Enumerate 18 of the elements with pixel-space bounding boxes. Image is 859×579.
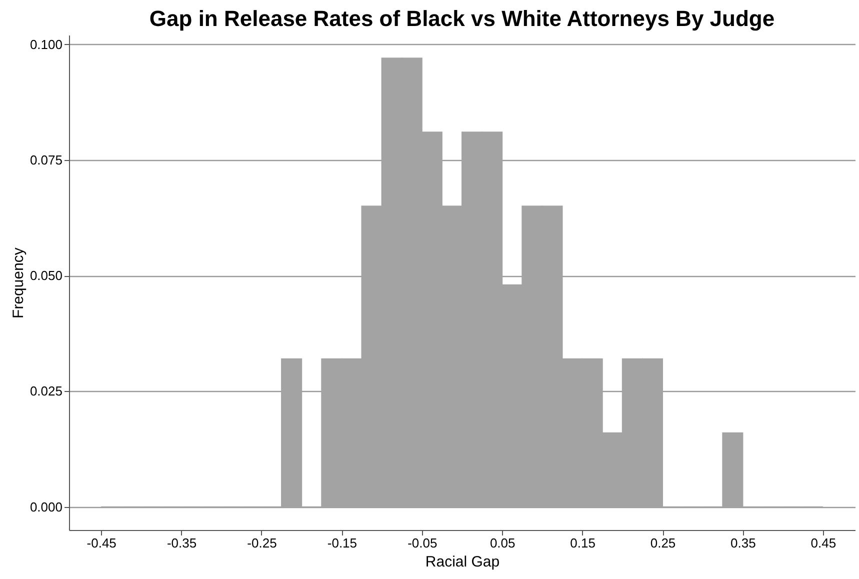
x-tick-label: -0.45	[86, 536, 116, 550]
y-tick-label: 0.100	[30, 36, 62, 52]
x-tick-label: 0.45	[810, 536, 836, 550]
y-tick-label: 0.075	[30, 152, 62, 168]
y-tick-label: 0.050	[30, 268, 62, 284]
x-tick-label: 0.35	[730, 536, 756, 550]
x-tick-label: -0.25	[247, 536, 277, 550]
y-tick-label: 0.000	[30, 499, 62, 514]
y-axis-title: Frequency	[10, 247, 27, 318]
chart-title: Gap in Release Rates of Black vs White Attorneys By Judge	[149, 6, 775, 31]
x-tick-label: 0.05	[490, 536, 516, 550]
x-tick-label: 0.25	[650, 536, 676, 550]
y-tick-label: 0.025	[30, 384, 62, 399]
x-axis-title: Racial Gap	[425, 554, 500, 570]
x-tick-label: -0.05	[408, 536, 438, 550]
x-tick-label: 0.15	[570, 536, 596, 550]
x-tick-label: -0.15	[327, 536, 358, 550]
x-tick-label: -0.35	[166, 536, 197, 550]
